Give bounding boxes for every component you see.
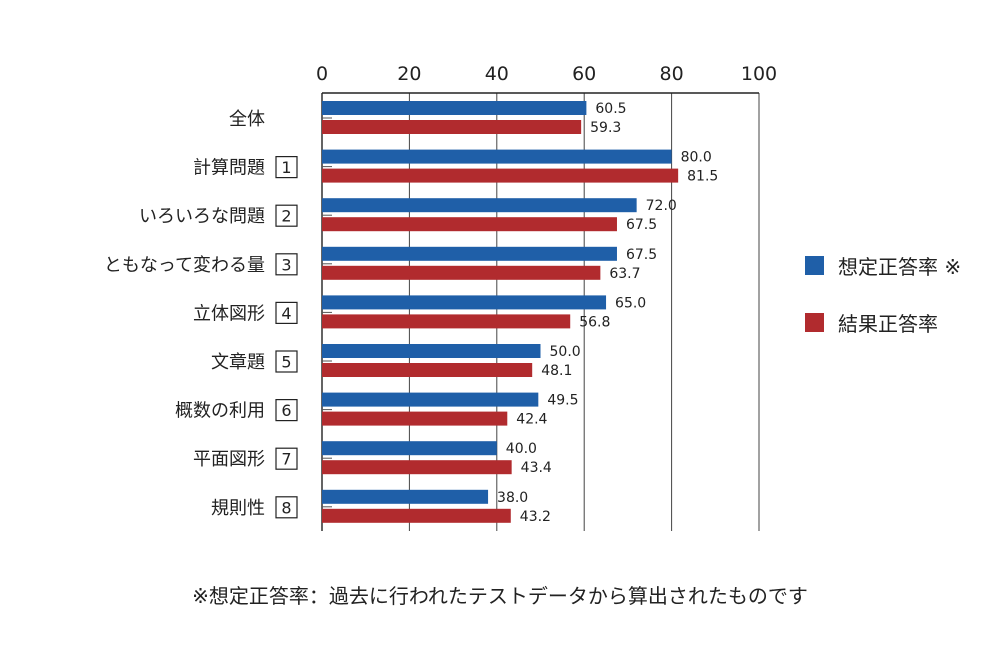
x-tick-label-40: 40 — [485, 63, 509, 85]
value-label-result-8: 43.2 — [520, 509, 551, 525]
legend-label-result: 結果正答率 — [838, 311, 938, 336]
category-number-box-6 — [275, 399, 298, 422]
bar-result-3 — [322, 265, 601, 280]
bar-expected-5 — [322, 344, 541, 358]
bar-expected-6 — [322, 392, 539, 407]
value-label-result-1: 81.5 — [687, 169, 718, 185]
category-number-box-4 — [275, 301, 298, 324]
value-label-result-0: 59.3 — [590, 120, 621, 136]
category-number-6: 6 — [281, 401, 291, 420]
category-label-5: 文章題 — [211, 352, 265, 373]
x-tick-label-60: 60 — [572, 63, 596, 85]
bar-result-7 — [322, 460, 512, 475]
category-label-8: 規則性 — [211, 498, 265, 519]
value-label-result-2: 67.5 — [626, 217, 657, 233]
bar-expected-1 — [322, 149, 672, 164]
category-number-box-2 — [275, 204, 298, 227]
category-number-2: 2 — [281, 207, 291, 226]
category-label-7: 平面図形 — [193, 449, 265, 470]
category-number-box-3 — [275, 253, 298, 276]
category-label-0: 全体 — [229, 109, 265, 130]
bar-result-8 — [322, 508, 511, 523]
legend-item-result: 結果正答率 — [805, 307, 961, 337]
value-label-expected-2: 72.0 — [646, 198, 677, 214]
x-tick-label-100: 100 — [741, 63, 777, 85]
legend: 想定正答率 ※ 結果正答率 — [805, 250, 961, 337]
category-number-4: 4 — [281, 304, 291, 323]
value-label-expected-0: 60.5 — [595, 101, 626, 117]
category-number-5: 5 — [281, 353, 291, 372]
category-number-box-1 — [275, 156, 298, 179]
bar-expected-7 — [322, 441, 497, 456]
bar-expected-3 — [322, 246, 617, 261]
bar-expected-8 — [322, 489, 489, 504]
category-number-7: 7 — [281, 450, 291, 469]
bar-expected-4 — [322, 295, 607, 310]
category-label-4: 立体図形 — [193, 303, 265, 324]
footnote: ※想定正答率：過去に行われたテストデータから算出されたものです — [192, 584, 808, 608]
bar-result-4 — [322, 314, 571, 329]
category-number-3: 3 — [281, 255, 291, 274]
category-number-box-7 — [275, 447, 298, 470]
bar-result-6 — [322, 411, 508, 426]
bar-result-1 — [322, 168, 679, 183]
value-label-expected-5: 50.0 — [550, 344, 581, 360]
value-label-result-6: 42.4 — [516, 412, 547, 428]
category-number-box-5 — [275, 350, 298, 373]
value-label-result-7: 43.4 — [521, 460, 552, 476]
category-label-6: 概数の利用 — [175, 401, 265, 422]
value-label-expected-8: 38.0 — [497, 490, 528, 506]
bar-expected-0 — [322, 101, 587, 115]
bar-result-2 — [322, 217, 617, 232]
x-tick-label-80: 80 — [660, 63, 684, 85]
bar-result-5 — [322, 363, 533, 377]
category-label-3: ともなって変わる量 — [104, 255, 265, 276]
category-label-2: いろいろな問題 — [139, 206, 265, 227]
legend-label-expected: 想定正答率 ※ — [838, 254, 962, 279]
legend-item-expected: 想定正答率 ※ — [805, 250, 961, 280]
x-tick-label-20: 20 — [397, 63, 421, 85]
legend-swatch-expected — [805, 255, 824, 275]
value-label-expected-3: 67.5 — [626, 247, 657, 263]
legend-swatch-result — [805, 312, 824, 332]
value-label-expected-1: 80.0 — [681, 150, 712, 166]
bar-result-0 — [322, 120, 582, 134]
category-number-1: 1 — [281, 158, 291, 177]
value-label-expected-6: 49.5 — [547, 393, 578, 409]
category-label-1: 計算問題 — [193, 158, 265, 179]
value-label-expected-4: 65.0 — [615, 295, 646, 311]
category-number-8: 8 — [281, 498, 291, 517]
value-label-result-5: 48.1 — [541, 363, 572, 379]
x-tick-label-0: 0 — [316, 63, 328, 85]
category-number-box-8 — [275, 496, 298, 519]
value-label-expected-7: 40.0 — [506, 441, 537, 457]
bar-expected-2 — [322, 198, 637, 213]
value-label-result-4: 56.8 — [579, 314, 610, 330]
value-label-result-3: 63.7 — [609, 266, 640, 282]
